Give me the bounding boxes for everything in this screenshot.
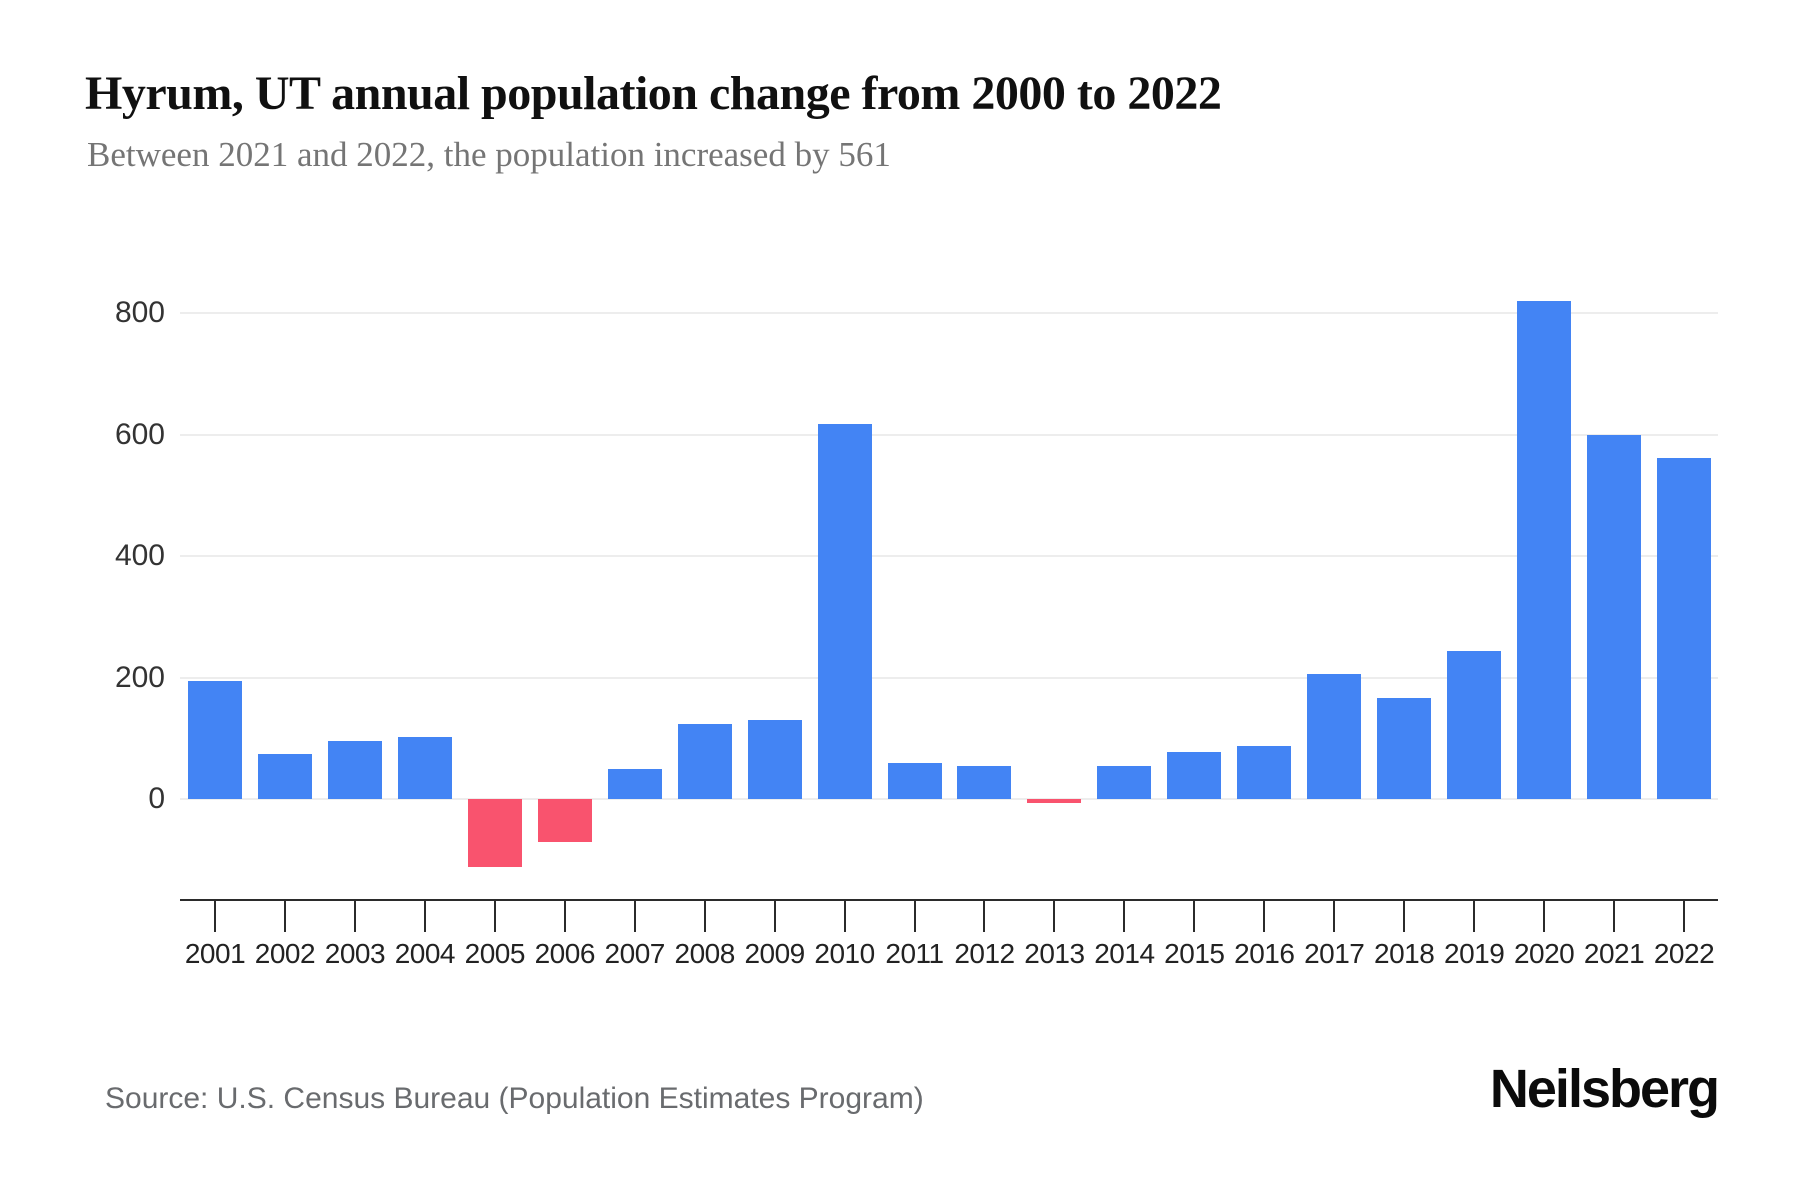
bar-2006 bbox=[537, 799, 592, 843]
x-axis-label-2005: 2005 bbox=[464, 938, 526, 969]
bar-2020 bbox=[1517, 300, 1572, 799]
x-axis-label-2007: 2007 bbox=[604, 938, 666, 969]
chart-subtitle: Between 2021 and 2022, the population in… bbox=[87, 135, 891, 174]
bar-2003 bbox=[327, 740, 382, 799]
x-tick-2001 bbox=[214, 901, 216, 932]
x-tick-2018 bbox=[1403, 901, 1406, 932]
x-tick-2019 bbox=[1473, 901, 1476, 932]
y-axis-label-200: 200 bbox=[114, 660, 165, 694]
bar-2015 bbox=[1167, 752, 1222, 799]
bar-2008 bbox=[677, 723, 732, 799]
y-axis-label-400: 400 bbox=[114, 539, 165, 572]
x-axis-label-2018: 2018 bbox=[1374, 938, 1435, 969]
x-axis-label-2013: 2013 bbox=[1024, 938, 1085, 969]
bar-2018 bbox=[1377, 697, 1432, 799]
bar-2017 bbox=[1307, 674, 1362, 799]
bar-2019 bbox=[1447, 650, 1502, 799]
bar-2013 bbox=[1027, 799, 1082, 803]
y-gridline-400 bbox=[180, 555, 1718, 557]
bar-2007 bbox=[607, 769, 662, 799]
bar-2001 bbox=[188, 680, 242, 799]
x-tick-2006 bbox=[563, 901, 566, 932]
x-tick-2003 bbox=[353, 901, 356, 932]
x-tick-2007 bbox=[633, 901, 636, 932]
x-tick-2009 bbox=[773, 901, 776, 932]
y-axis-label-600: 600 bbox=[114, 417, 165, 451]
x-tick-2004 bbox=[423, 901, 426, 932]
x-axis-label-2006: 2006 bbox=[534, 938, 596, 969]
y-axis-label-800: 800 bbox=[114, 296, 165, 329]
x-axis-label-2011: 2011 bbox=[885, 938, 944, 969]
x-tick-2022 bbox=[1683, 901, 1685, 932]
x-axis-label-2022: 2022 bbox=[1653, 938, 1715, 969]
bar-2021 bbox=[1587, 434, 1642, 799]
bar-2014 bbox=[1097, 765, 1152, 799]
y-gridline-600 bbox=[180, 433, 1718, 436]
bar-2016 bbox=[1237, 746, 1292, 799]
x-axis-label-2002: 2002 bbox=[254, 938, 316, 969]
bar-2011 bbox=[887, 762, 942, 799]
x-axis-label-2020: 2020 bbox=[1513, 938, 1575, 969]
bar-2005 bbox=[467, 799, 522, 868]
x-tick-2005 bbox=[493, 901, 496, 932]
x-axis-label-2014: 2014 bbox=[1094, 938, 1155, 969]
neilsberg-logo: Neilsberg bbox=[1489, 1059, 1720, 1119]
x-axis-label-2012: 2012 bbox=[954, 938, 1015, 969]
x-tick-2002 bbox=[283, 901, 286, 932]
chart-title: Hyrum, UT annual population change from … bbox=[85, 67, 1222, 120]
x-tick-2008 bbox=[703, 901, 706, 932]
y-gridline-800 bbox=[180, 312, 1718, 314]
x-axis-label-2015: 2015 bbox=[1164, 938, 1225, 969]
x-axis-label-2003: 2003 bbox=[324, 938, 386, 969]
x-axis-label-2009: 2009 bbox=[744, 938, 805, 969]
y-axis-label-0: 0 bbox=[148, 782, 165, 815]
x-axis-label-2001: 2001 bbox=[184, 938, 246, 969]
x-axis-label-2017: 2017 bbox=[1304, 938, 1365, 969]
bar-2009 bbox=[747, 720, 802, 799]
x-tick-2012 bbox=[983, 901, 986, 932]
bar-2010 bbox=[817, 423, 872, 799]
x-axis-line bbox=[180, 899, 1718, 901]
source-note: Source: U.S. Census Bureau (Population E… bbox=[105, 1082, 924, 1115]
x-tick-2017 bbox=[1333, 901, 1336, 932]
x-tick-2016 bbox=[1263, 901, 1266, 932]
y-gridline-0 bbox=[180, 798, 1718, 800]
x-axis-label-2021: 2021 bbox=[1583, 938, 1645, 969]
x-tick-2014 bbox=[1123, 901, 1126, 932]
x-axis-label-2008: 2008 bbox=[674, 938, 736, 969]
bar-2022 bbox=[1657, 458, 1711, 799]
x-axis-label-2019: 2019 bbox=[1443, 938, 1505, 969]
x-tick-2020 bbox=[1543, 901, 1546, 932]
x-tick-2013 bbox=[1053, 901, 1056, 932]
x-axis-label-2016: 2016 bbox=[1234, 938, 1295, 969]
x-tick-2015 bbox=[1193, 901, 1196, 932]
x-tick-2010 bbox=[843, 901, 846, 932]
bar-2012 bbox=[957, 766, 1012, 799]
x-axis-label-2004: 2004 bbox=[394, 938, 456, 969]
x-axis-label-2010: 2010 bbox=[814, 938, 875, 969]
bar-2002 bbox=[257, 754, 312, 799]
bar-2004 bbox=[397, 737, 452, 799]
x-tick-2021 bbox=[1613, 901, 1616, 932]
y-gridline-200 bbox=[180, 676, 1718, 679]
x-tick-2011 bbox=[913, 901, 916, 932]
